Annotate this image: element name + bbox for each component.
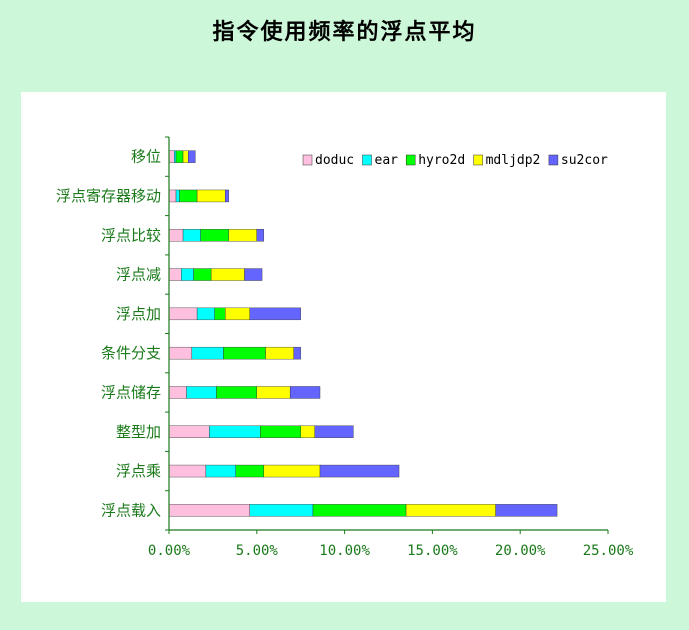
bar-segment-ear xyxy=(182,229,201,242)
bar-segment-doduc xyxy=(168,268,182,281)
bar-segment-hyro2d xyxy=(200,229,229,242)
bar-segment-doduc xyxy=(168,464,207,478)
category-label: 浮点乘 xyxy=(116,462,161,480)
bar-segment-doduc xyxy=(168,189,177,203)
bar-segment-hyro2d xyxy=(260,425,301,438)
legend-swatch-hyro2d xyxy=(405,154,416,166)
bar-segment-doduc xyxy=(168,307,198,321)
bar-segment-su2cor xyxy=(319,464,400,478)
bar-segment-hyro2d xyxy=(193,268,212,281)
legend: doduc ear hyro2d mdljdp2 su2cor xyxy=(302,153,608,168)
bar-segment-hyro2d xyxy=(312,504,407,517)
category-label: 浮点加 xyxy=(116,305,161,323)
bar-segment-mdljdp2 xyxy=(263,464,321,478)
legend-swatch-mdljdp2 xyxy=(473,154,483,166)
bar-segment-doduc xyxy=(168,504,250,517)
x-tick-label: 25.00% xyxy=(583,543,634,559)
bar-segment-ear xyxy=(249,504,314,517)
legend-label-ear: ear xyxy=(375,153,399,168)
chart-title: 指令使用频率的浮点平均 xyxy=(212,19,477,45)
legend-swatch-su2cor xyxy=(548,154,559,166)
legend-swatch-doduc xyxy=(302,154,313,166)
x-tick-label: 5.00% xyxy=(236,543,279,559)
x-tick-label: 20.00% xyxy=(495,543,546,559)
bar-segment-su2cor xyxy=(224,189,229,203)
legend-label-su2cor: su2cor xyxy=(561,153,608,168)
labels-layer: 浮点载入 浮点乘 整型加 浮点储存 条件分支 浮点加 浮点减 浮点比较 浮点寄存器移动 移位 0.0… xyxy=(56,148,634,559)
bar-segment-ear xyxy=(196,307,215,321)
legend-label-hyro2d: hyro2d xyxy=(418,153,465,168)
bar-segment-mdljdp2 xyxy=(256,386,291,399)
bar-segment-doduc xyxy=(168,346,193,360)
bar-segment-hyro2d xyxy=(235,464,265,478)
axes-layer xyxy=(165,136,609,534)
bar-segment-mdljdp2 xyxy=(300,425,315,438)
legend-swatch-ear xyxy=(362,154,372,166)
bar-segment-ear xyxy=(209,425,261,438)
bar-segment-mdljdp2 xyxy=(210,268,245,281)
category-label: 条件分支 xyxy=(101,344,161,362)
bar-segment-su2cor xyxy=(256,229,265,242)
bar-segment-su2cor xyxy=(293,346,301,360)
bar-segment-mdljdp2 xyxy=(182,150,189,163)
legend-label-mdljdp2: mdljdp2 xyxy=(486,153,541,168)
bar-segment-mdljdp2 xyxy=(224,307,250,321)
bar-segment-doduc xyxy=(168,229,184,242)
category-label: 移位 xyxy=(131,148,161,166)
category-label: 整型加 xyxy=(116,423,161,441)
bar-segment-su2cor xyxy=(188,150,196,163)
legend-label-doduc: doduc xyxy=(315,153,354,168)
category-label: 浮点寄存器移动 xyxy=(56,187,161,205)
category-label: 浮点储存 xyxy=(101,383,161,401)
bars-layer xyxy=(168,150,558,517)
category-label: 浮点载入 xyxy=(101,501,161,519)
category-label: 浮点比较 xyxy=(101,226,161,244)
bar-segment-mdljdp2 xyxy=(265,346,294,360)
bar-segment-su2cor xyxy=(314,425,354,438)
x-tick-label: 15.00% xyxy=(407,543,458,559)
bar-segment-doduc xyxy=(168,386,187,399)
bar-segment-ear xyxy=(205,464,236,478)
bar-segment-ear xyxy=(175,189,180,203)
bar-segment-hyro2d xyxy=(214,307,226,321)
bar-segment-hyro2d xyxy=(175,150,184,163)
bar-segment-su2cor xyxy=(249,307,301,321)
bar-segment-hyro2d xyxy=(179,189,198,203)
bar-segment-ear xyxy=(174,150,177,163)
x-tick-label: 0.00% xyxy=(148,543,191,559)
bar-chart: 浮点载入 浮点乘 整型加 浮点储存 条件分支 浮点加 浮点减 浮点比较 浮点寄存器移动 移位 0.0… xyxy=(56,136,634,559)
bar-segment-ear xyxy=(181,268,194,281)
bar-segment-doduc xyxy=(168,150,175,163)
plot-panel: 浮点载入 浮点乘 整型加 浮点储存 条件分支 浮点加 浮点减 浮点比较 浮点寄存器移动 移位 0.0… xyxy=(21,92,666,602)
bar-segment-mdljdp2 xyxy=(196,189,226,203)
bar-segment-mdljdp2 xyxy=(405,504,496,517)
category-label: 浮点减 xyxy=(116,266,161,284)
bar-segment-hyro2d xyxy=(216,386,258,399)
bar-segment-su2cor xyxy=(244,268,263,281)
bar-segment-ear xyxy=(186,386,217,399)
bar-segment-ear xyxy=(191,346,224,360)
bar-segment-hyro2d xyxy=(223,346,266,360)
bar-segment-doduc xyxy=(168,425,210,438)
bar-segment-su2cor xyxy=(495,504,558,517)
bar-segment-su2cor xyxy=(289,386,321,399)
x-tick-label: 10.00% xyxy=(319,543,370,559)
bar-segment-mdljdp2 xyxy=(228,229,257,242)
